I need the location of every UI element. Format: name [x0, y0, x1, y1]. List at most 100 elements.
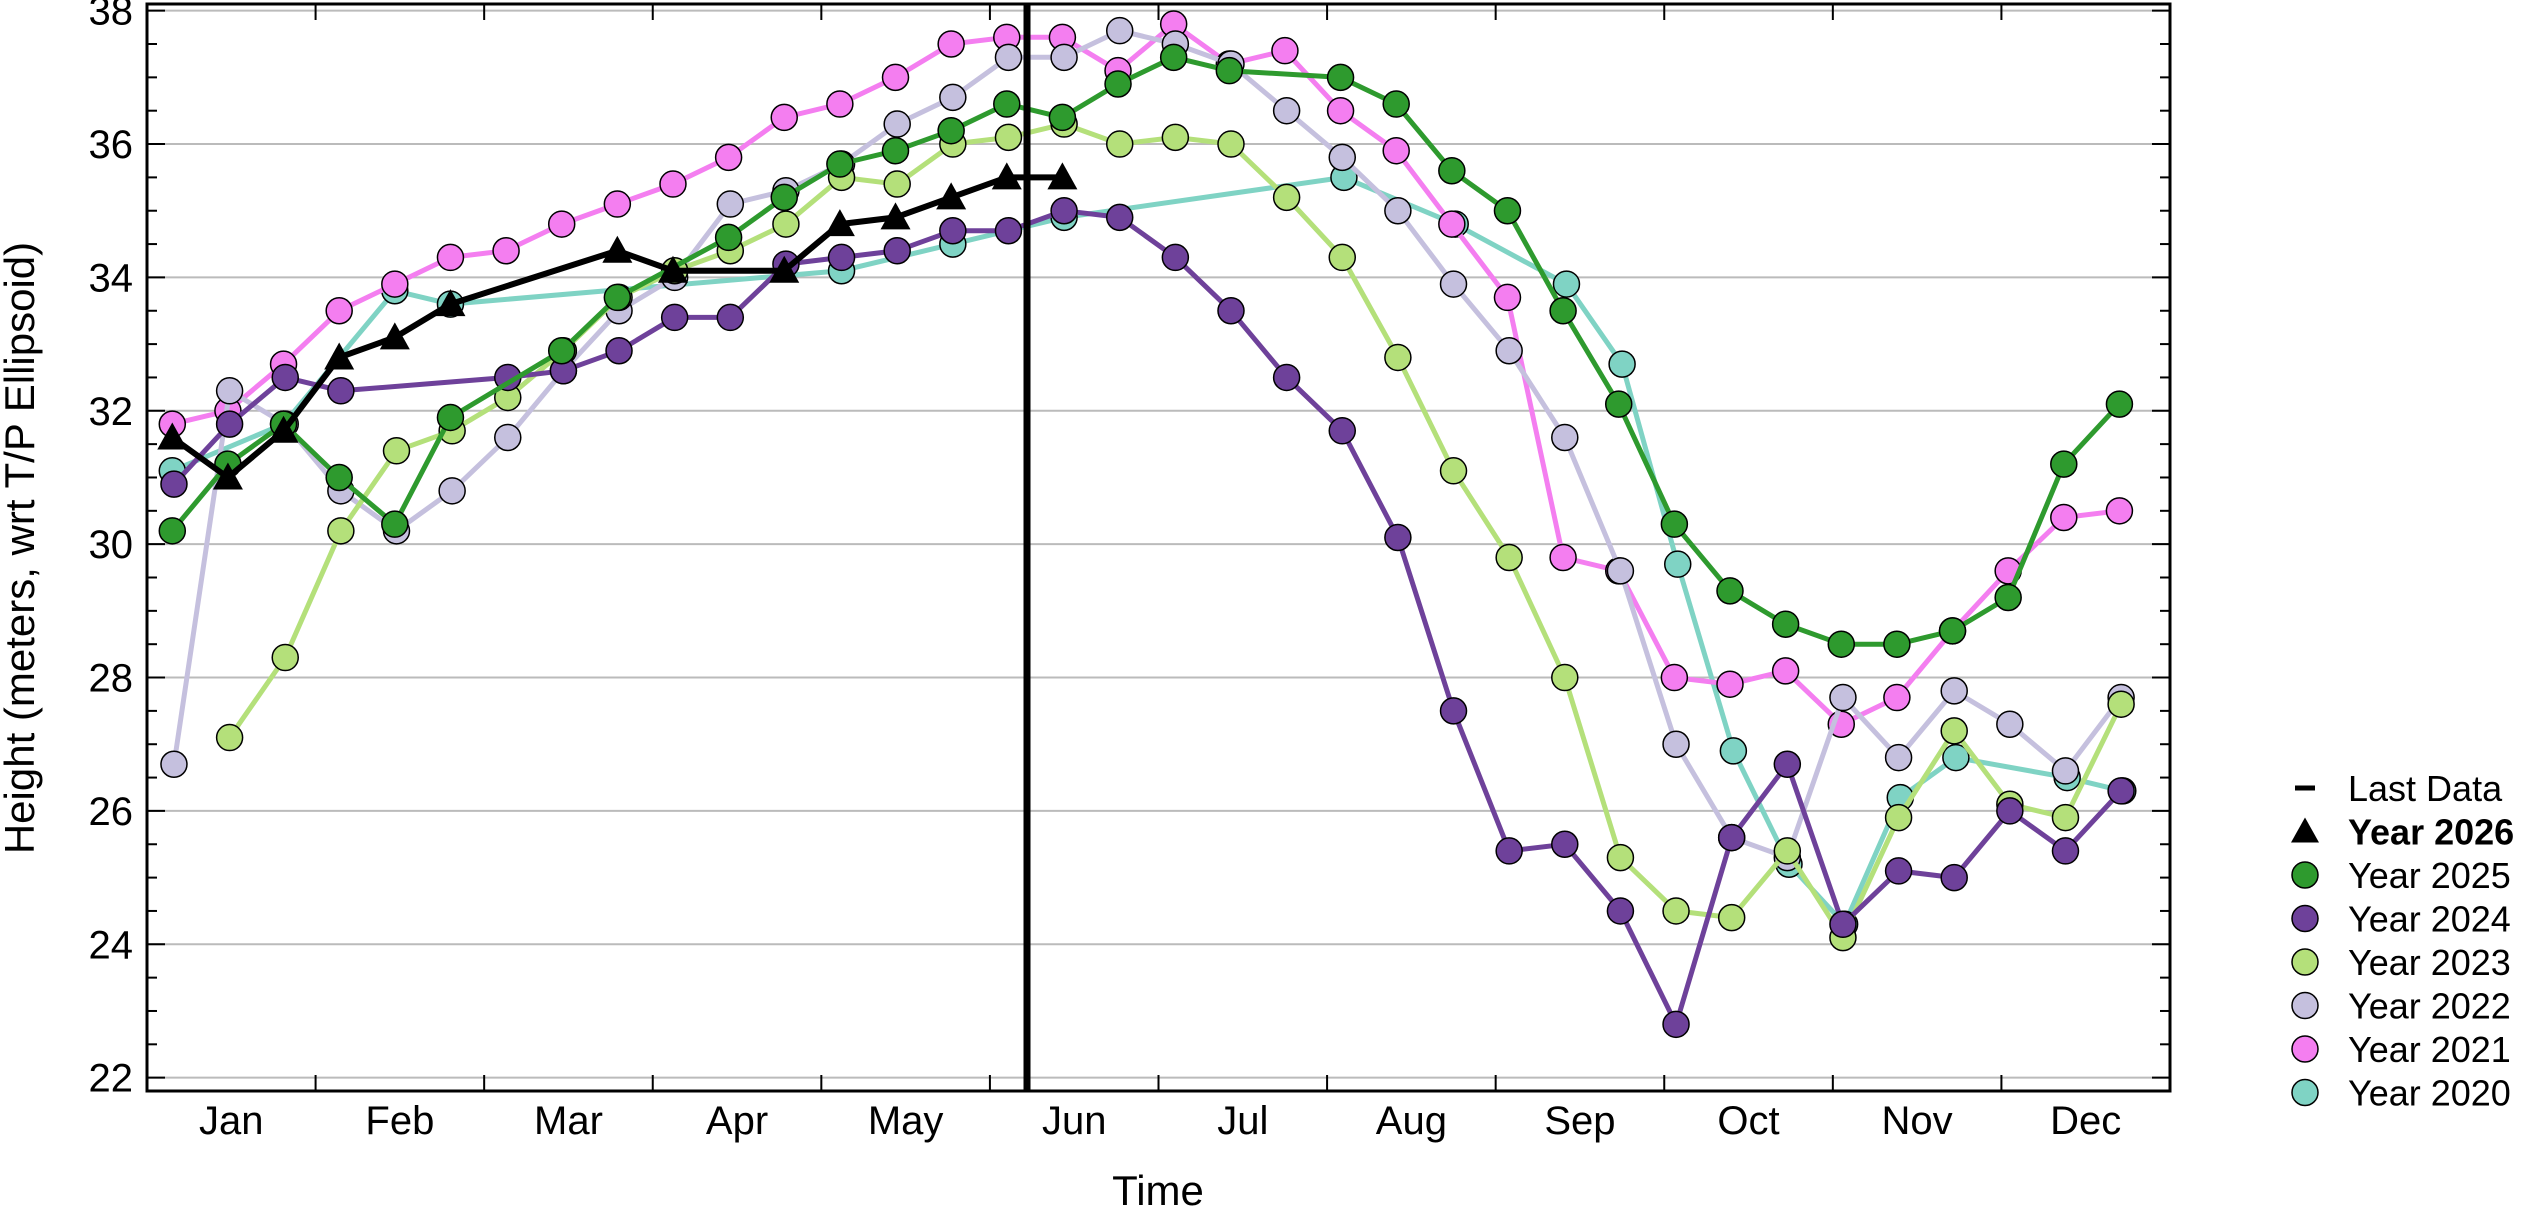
axis-ticks	[146, 4, 2171, 1091]
data-point	[1606, 897, 1635, 925]
data-point	[1384, 196, 1412, 225]
series-line	[170, 174, 1063, 481]
data-point	[602, 235, 633, 263]
series-year-2025	[158, 43, 2134, 658]
data-point	[1159, 43, 1188, 72]
data-point	[1328, 417, 1357, 445]
data-point	[1608, 350, 1636, 378]
data-point	[824, 209, 855, 237]
data-point	[1438, 210, 1466, 238]
data-point	[325, 297, 353, 325]
plot-frame	[145, 2, 2172, 1093]
data-point	[547, 337, 576, 365]
series-year-2022	[160, 16, 2135, 872]
data-point	[1938, 617, 1967, 645]
data-point	[1551, 830, 1579, 859]
data-point	[327, 377, 355, 405]
data-point	[1884, 857, 1913, 885]
data-point	[1996, 710, 2024, 738]
y-tick-label: 38	[89, 0, 134, 34]
data-point	[657, 255, 688, 283]
data-point	[1495, 543, 1523, 572]
data-point	[1439, 697, 1468, 725]
data-point	[1328, 243, 1357, 272]
data-point	[660, 303, 689, 332]
data-point	[605, 337, 633, 365]
tick-labels: 22 24 26 28 30 32 34 36 38 Jan Feb Mar Apr May Jun Jul A…	[89, 0, 2122, 1143]
data-point	[271, 363, 299, 392]
legend-label: Year 2023	[2348, 942, 2511, 983]
data-point	[826, 150, 854, 178]
data-point	[1662, 1010, 1690, 1039]
data-point	[1717, 823, 1746, 852]
data-point	[1384, 343, 1412, 372]
data-point	[2051, 837, 2080, 865]
data-point	[381, 510, 409, 538]
data-point	[547, 210, 576, 238]
data-point	[1326, 63, 1355, 92]
y-tick-label: 30	[89, 523, 134, 567]
legend-label: Year 2024	[2348, 899, 2511, 940]
series-line	[171, 21, 2120, 727]
data-point	[939, 83, 967, 112]
data-point	[1551, 663, 1579, 692]
data-point	[1215, 56, 1244, 85]
data-point	[1660, 663, 1689, 692]
data-point	[1883, 630, 1911, 658]
data-point	[1105, 16, 1134, 45]
data-point	[1942, 743, 1970, 772]
legend-label: Last Data	[2348, 768, 2503, 809]
data-point	[1549, 543, 1577, 572]
data-point	[1326, 96, 1355, 125]
legend-entry-year-2026: Year 2026	[2291, 812, 2514, 853]
data-point	[1105, 130, 1134, 158]
data-point	[1050, 43, 1078, 72]
data-point	[215, 377, 244, 405]
data-point	[994, 43, 1023, 72]
data-point	[1771, 610, 1800, 638]
legend-swatch	[2291, 948, 2319, 976]
data-point	[1773, 837, 1802, 865]
data-point	[880, 202, 911, 230]
data-point	[1884, 743, 1913, 772]
y-tick-label: 22	[89, 1057, 134, 1101]
data-point	[1994, 583, 2022, 612]
y-tick-label: 36	[89, 123, 134, 167]
data-point	[716, 303, 745, 332]
data-point	[1940, 863, 1968, 892]
data-point	[1662, 730, 1690, 758]
legend-entry-year-2022: Year 2022	[2291, 986, 2511, 1027]
data-point	[1884, 803, 1913, 832]
data-point	[1829, 683, 1857, 712]
legend-entry-year-2023: Year 2023	[2291, 942, 2511, 983]
data-point	[991, 162, 1022, 190]
grid-lines	[147, 9, 2170, 1079]
x-tick-label: Oct	[1717, 1099, 1779, 1143]
data-point	[215, 723, 244, 752]
series-line	[171, 28, 2124, 861]
x-tick-label: Jul	[1217, 1099, 1268, 1143]
data-point	[883, 170, 911, 198]
data-point	[1495, 837, 1523, 865]
x-tick-label: Apr	[706, 1099, 768, 1143]
data-point	[1940, 677, 1968, 705]
y-axis-title: Height (meters, wrt T/P Ellipsoid)	[0, 242, 43, 854]
data-point	[324, 342, 355, 370]
data-point	[2105, 390, 2134, 418]
data-point	[716, 190, 745, 218]
data-point	[1717, 903, 1746, 932]
data-point	[1883, 683, 1911, 712]
data-point	[1495, 337, 1523, 365]
data-point	[1660, 510, 1689, 538]
data-point	[1272, 96, 1301, 125]
data-point	[883, 110, 911, 138]
data-point	[993, 90, 1021, 118]
data-point	[381, 270, 409, 298]
legend-label: Year 2020	[2348, 1073, 2511, 1114]
y-tick-label: 32	[89, 390, 134, 434]
data-point	[2051, 803, 2080, 832]
data-point	[1047, 162, 1078, 190]
data-point	[1382, 90, 1410, 118]
y-tick-label: 34	[89, 256, 134, 300]
